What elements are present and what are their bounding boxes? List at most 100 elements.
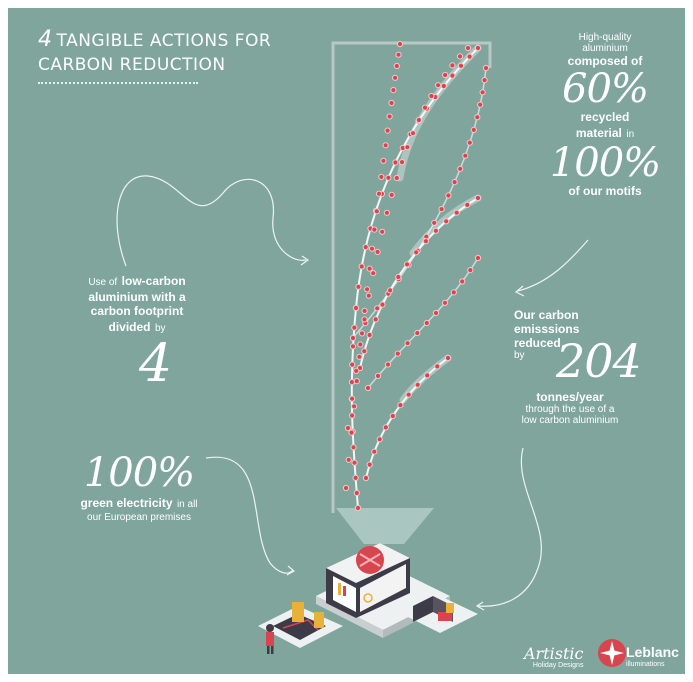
garland-dot	[414, 381, 421, 388]
garland-dot	[353, 489, 360, 497]
garland-dot	[364, 384, 372, 392]
garland-dot	[456, 53, 464, 60]
garland-dot	[372, 316, 379, 323]
garland-dot	[349, 395, 356, 402]
garland-dot	[481, 77, 488, 84]
garland-dot	[409, 130, 417, 137]
machine-illustration	[258, 543, 478, 654]
garland-dot	[356, 353, 363, 360]
garland-dot	[382, 424, 389, 431]
garland-dot	[374, 372, 382, 379]
garland-dot	[396, 40, 404, 48]
garland-dot	[474, 114, 481, 121]
title-line-2: CARBON REDUCTION	[38, 55, 226, 75]
garland-dot	[424, 372, 431, 379]
garland-dot	[442, 71, 449, 79]
garland-dot	[353, 378, 360, 385]
garland-dot	[466, 139, 473, 146]
display-frame	[331, 41, 492, 513]
garland-dot	[413, 249, 420, 256]
garland-dot	[350, 444, 357, 451]
artistic-logo-name: Artistic	[524, 644, 584, 663]
garland-dot	[403, 261, 411, 268]
garland-dot	[386, 113, 393, 120]
artistic-logo: Artistic Holiday Designs	[524, 644, 583, 669]
garland-dot	[415, 116, 422, 124]
lowcarbon-line-1b: low-carbon	[121, 274, 186, 288]
green-line-2: our European premises	[87, 512, 191, 523]
garland-dot	[352, 474, 359, 481]
garland-dot	[457, 165, 464, 172]
garland-dot	[395, 273, 402, 281]
garland-dot	[477, 101, 484, 108]
infographic-canvas: 4 TANGIBLE ACTIONS FOR CARBON REDUCTION H…	[8, 8, 685, 674]
leblanc-logo: Leblanc illuminations	[626, 644, 679, 668]
title-line-1: TANGIBLE ACTIONS FOR	[56, 31, 272, 51]
garland-dot	[445, 192, 452, 199]
garland-dot	[453, 209, 460, 216]
garland-dot	[464, 201, 471, 208]
garland-dot	[431, 219, 438, 226]
recycled-line-2: aluminium	[582, 43, 628, 54]
garland-dot	[375, 190, 383, 197]
garland-dot	[404, 144, 411, 151]
green-big-100: 100%	[83, 450, 195, 496]
garland-dot	[398, 159, 406, 166]
garland-dot	[362, 474, 370, 482]
light-beam	[336, 508, 434, 544]
garland-dot	[373, 208, 380, 215]
emissions-line-1: Our carbon	[514, 308, 579, 322]
garland-dot	[390, 87, 397, 94]
recycled-line-5b: in	[626, 129, 635, 140]
garland-dot	[364, 286, 371, 293]
title-underline	[38, 82, 198, 84]
garland-dot	[393, 174, 400, 182]
garland-dot	[378, 173, 385, 180]
garland-dot	[423, 319, 430, 327]
garland-dot	[395, 51, 402, 58]
recycled-line-3: composed of	[567, 54, 643, 68]
recycled-line-4: recycled	[580, 110, 630, 124]
garland-dot	[405, 391, 412, 398]
garland-dot	[371, 448, 378, 455]
recycled-big-100: 100%	[549, 140, 661, 186]
illustration	[116, 40, 626, 667]
garland-dot	[361, 316, 368, 323]
garland-dot	[349, 412, 356, 419]
garland-dot	[384, 127, 391, 134]
garland-dot	[365, 292, 372, 299]
garland-dot	[459, 278, 466, 285]
garland-dot	[482, 64, 490, 72]
emissions-big-204: 204	[556, 334, 642, 388]
garland-dot	[387, 287, 394, 294]
garland-dot	[464, 44, 472, 52]
garland-dot	[421, 104, 429, 111]
garland-dot	[368, 245, 376, 252]
garland-dot	[432, 309, 440, 317]
garland-dot	[467, 267, 474, 274]
garland-dot	[450, 289, 457, 296]
recycled-line-6: of our motifs	[568, 184, 642, 198]
garland-dot	[352, 304, 360, 312]
garland-dot	[371, 226, 378, 233]
garland-dot	[394, 350, 401, 357]
lowcarbon-line-2: aluminium with a	[88, 290, 186, 304]
lowcarbon-line-4: divided	[108, 320, 151, 334]
garland-dot	[358, 330, 366, 337]
garland-dot	[362, 244, 369, 251]
garland-dot	[385, 174, 392, 181]
garland-dot	[438, 206, 445, 213]
garland-dot	[432, 227, 439, 234]
garland-dot	[443, 218, 450, 225]
title-number: 4	[38, 27, 53, 52]
lowcarbon-line-3: carbon footprint	[90, 304, 184, 318]
garland-dot	[349, 343, 357, 350]
garland-dot	[370, 270, 377, 277]
garland-dot	[462, 152, 469, 159]
garland-dot	[434, 363, 441, 370]
garland-dot	[376, 436, 383, 443]
garland-dot	[474, 194, 482, 202]
garland-dot	[358, 263, 365, 270]
garland-dot	[348, 429, 355, 436]
garland-dot	[374, 305, 381, 312]
